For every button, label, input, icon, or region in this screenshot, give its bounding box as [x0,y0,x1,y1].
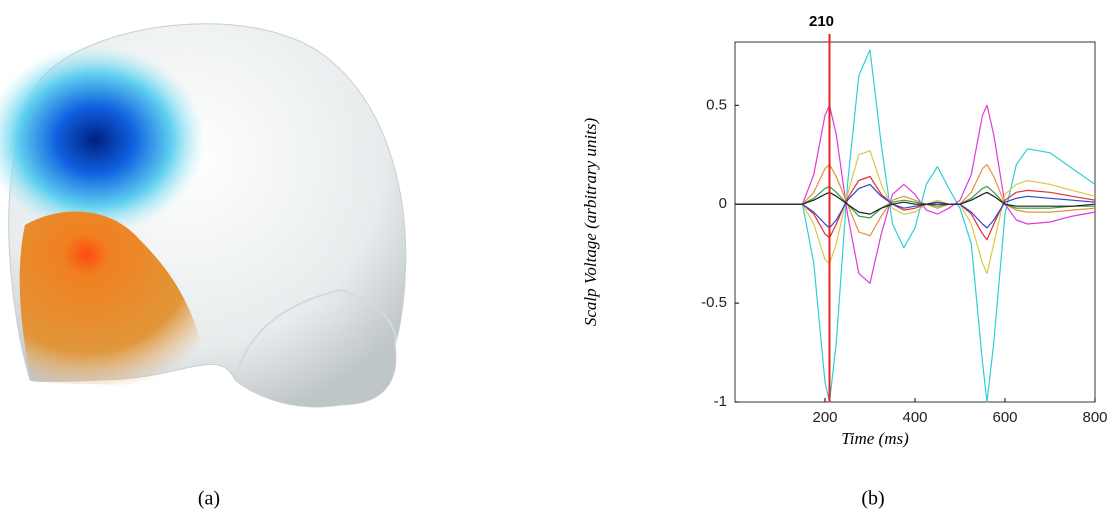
series-line [735,49,1096,403]
series-line [735,191,1096,215]
plot-frame [734,41,1096,403]
x-axis-label: Time (ms) [841,429,909,448]
series-line [735,185,1095,219]
x-tick-label: 600 [992,409,1017,426]
y-axis-label: Scalp Voltage (arbitrary units) [581,118,600,327]
series-line [735,183,1096,229]
y-tick-label: -0.5 [701,294,727,311]
x-tick-label: 200 [812,409,837,426]
y-tick-label: -1 [714,393,727,410]
marker-label: 210 [809,13,834,30]
series-line [735,150,1096,274]
head-render [0,23,407,408]
y-tick-label: 0 [719,195,727,212]
y-tick-label: 0.5 [706,96,727,113]
series-line [735,175,1096,241]
panel-label: (b) [861,488,884,510]
x-tick-label: 400 [902,409,927,426]
series-line [735,104,1096,284]
x-tick-label: 800 [1082,409,1107,426]
panel-label: (a) [198,488,220,510]
series-line [735,164,1096,237]
